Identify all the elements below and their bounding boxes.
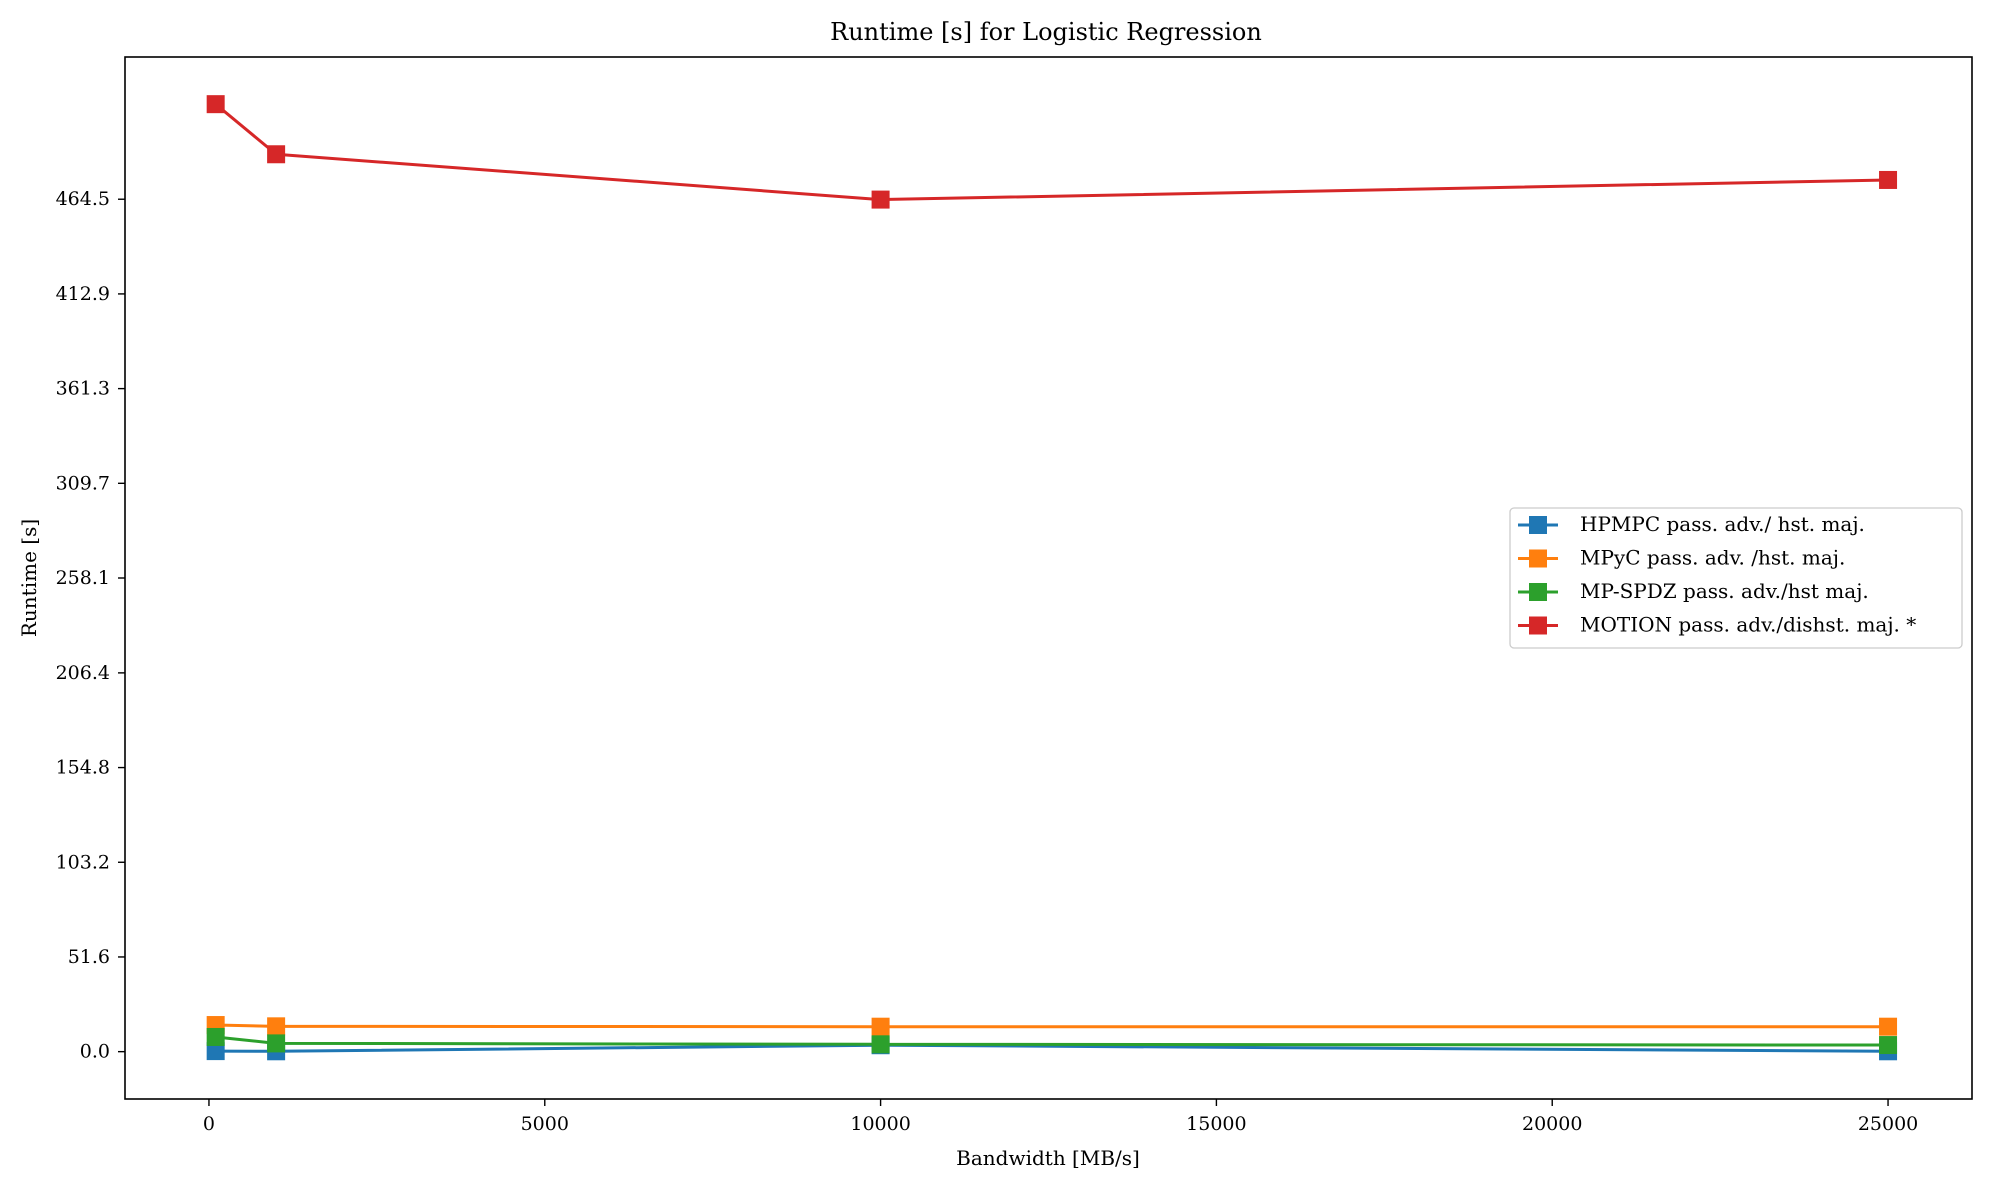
x-tick-label: 5000 [521,1113,569,1135]
y-tick-label: 412.9 [56,283,110,305]
data-point [1879,1017,1898,1036]
legend-marker [1529,516,1547,534]
data-point [1879,1036,1898,1055]
x-tick-label: 25000 [1858,1113,1918,1135]
data-point [871,1017,890,1036]
legend-item: MPyC pass. adv. /hst. maj. [1518,546,1845,570]
legend-marker [1529,616,1547,635]
y-tick-label: 361.3 [56,378,110,400]
data-point [267,145,286,164]
x-tick-label: 20000 [1522,1113,1582,1135]
series-line [215,1043,1889,1053]
y-tick-label: 154.8 [56,757,110,779]
legend-label: MPyC pass. adv. /hst. maj. [1580,546,1845,570]
legend-marker [1529,549,1547,568]
legend-item: HPMPC pass. adv./ hst. maj. [1518,512,1865,536]
series-2 [206,1027,1898,1055]
series-1 [206,1016,1898,1036]
legend-marker [1529,583,1547,601]
legend-label: MOTION pass. adv./dishst. maj. * [1580,613,1916,637]
series-line [214,103,1889,202]
series-3 [206,95,1898,209]
legend-box [1509,507,1963,649]
y-tick-label: 206.4 [56,662,110,684]
data-point [267,1017,286,1036]
chart-title: Runtime [s] for Logistic Regression [830,18,1262,46]
legend: HPMPC pass. adv./ hst. maj. MPyC pass. ad… [1509,507,1963,649]
data-point [871,1035,890,1054]
series-line [215,1035,1889,1047]
y-tick-label: 51.6 [68,946,110,968]
x-axis: 0 5000 10000 15000 20000 25000 [203,1099,1918,1135]
y-axis-label: Runtime [s] [17,519,41,637]
y-tick-label: 0.0 [80,1041,110,1063]
legend-label: MP-SPDZ pass. adv./hst maj. [1580,579,1869,603]
y-axis: 0.0 51.6 103.2 154.8 206.4 258.1 309.7 361.3 412… [56,188,125,1063]
x-tick-label: 0 [203,1113,215,1135]
data-point [206,1027,225,1046]
series-0 [206,1036,1898,1061]
data-point [871,190,890,209]
series-line [215,1023,1889,1029]
data-point [206,95,225,114]
legend-label: HPMPC pass. adv./ hst. maj. [1580,512,1865,536]
x-axis-label: Bandwidth [MB/s] [956,1146,1140,1170]
y-tick-label: 309.7 [56,472,110,494]
data-point [267,1034,286,1053]
x-tick-label: 10000 [850,1113,910,1135]
y-tick-label: 258.1 [56,567,110,589]
y-tick-label: 103.2 [56,851,110,873]
data-point [1879,170,1898,189]
legend-item: MOTION pass. adv./dishst. maj. * [1518,613,1916,637]
x-tick-label: 15000 [1186,1113,1246,1135]
y-tick-label: 464.5 [56,188,110,210]
series-layer [206,95,1898,1061]
legend-item: MP-SPDZ pass. adv./hst maj. [1518,579,1869,603]
data-point [206,1042,225,1061]
